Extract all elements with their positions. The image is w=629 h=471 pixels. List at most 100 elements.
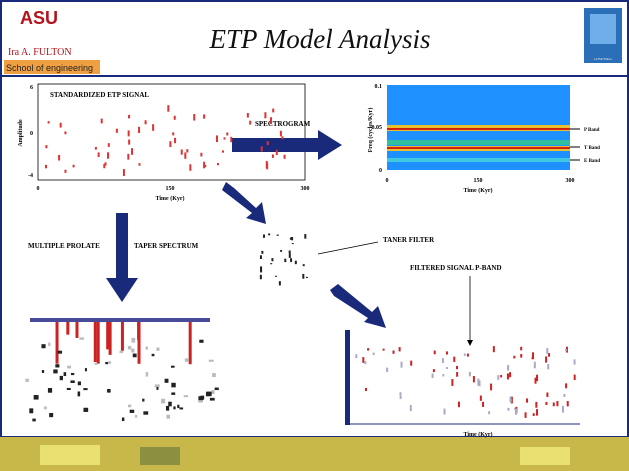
spectrum-line [189, 322, 192, 364]
signal-dot [383, 349, 385, 351]
spectrum-dot [146, 372, 148, 376]
spectrum-line [75, 322, 78, 338]
band [387, 128, 570, 130]
y-tick-label: -4 [28, 173, 33, 179]
spectrum-dot [200, 396, 204, 400]
spectrum-dot [146, 347, 148, 350]
spectrum-dot [48, 343, 50, 347]
filter-dot [260, 266, 262, 271]
spectrum-dot [34, 395, 39, 400]
filter-dot [277, 234, 279, 235]
filter-dot [291, 237, 293, 240]
signal-dot [536, 409, 538, 416]
signal-dot [272, 109, 274, 113]
filter-dot [306, 277, 308, 278]
spectrum-dot [152, 354, 155, 356]
spectrum-dot [122, 418, 124, 422]
signal-dot [442, 374, 444, 376]
spectrum-dot [29, 408, 33, 413]
spectrum-dot [83, 408, 88, 412]
spectrum-dot [42, 370, 44, 373]
signal-dot [567, 401, 569, 406]
signal-dot [60, 123, 62, 128]
signal-dot [399, 347, 401, 351]
spectrum-dot [211, 390, 214, 394]
signal-dot [497, 375, 499, 380]
signal-dot [128, 130, 130, 136]
badge: J-DSP Editor [594, 57, 613, 61]
spectrum-dot [135, 415, 137, 418]
signal-dot [515, 409, 517, 415]
filter-dot [275, 276, 277, 277]
badge-icon [590, 14, 616, 44]
signal-dot [261, 146, 263, 151]
y-tick-label: 0.05 [372, 125, 383, 131]
signal-dot [266, 161, 268, 168]
signal-dot [493, 346, 495, 352]
spectrum-dot [212, 373, 216, 377]
signal-dot [270, 117, 272, 124]
band-label: T Band [584, 146, 600, 151]
slide: ASU Ira A. FULTON School of engineering … [0, 0, 629, 471]
signal-dot [574, 375, 576, 380]
signal-dot [138, 163, 140, 166]
signal-dot [386, 368, 388, 372]
signal-dot [488, 411, 490, 414]
x-tick-label: 300 [301, 186, 310, 192]
y-label: Amplitude [18, 119, 24, 147]
spectrum-dot [78, 381, 81, 385]
signal-dot [105, 162, 107, 165]
signal-dot [128, 115, 130, 118]
spectrum-dot [60, 376, 63, 380]
signal-dot [510, 399, 512, 402]
spectrum-dot [199, 340, 203, 343]
signal-dot [272, 154, 274, 157]
spectrum-dot [143, 411, 148, 414]
signal-dot [200, 153, 202, 157]
spectrum-dot [168, 402, 171, 407]
spectrum-dot [44, 406, 47, 409]
signal-dot [367, 348, 369, 350]
spectrum-dot [25, 379, 28, 382]
spectrum-dot [58, 351, 63, 354]
band [387, 147, 570, 149]
spectrum-line [137, 322, 140, 340]
x-label: Time (Kyr) [155, 195, 184, 202]
signal-dot [401, 362, 403, 368]
filter-dot [303, 264, 305, 266]
signal-dot [434, 351, 436, 355]
signal-dot [442, 358, 444, 363]
signal-dot [276, 150, 278, 155]
signal-dot [400, 396, 402, 399]
spectrum-dot [128, 346, 131, 350]
signal-dot [355, 354, 357, 358]
filter-dot [260, 255, 262, 259]
spectrum-dot [132, 338, 136, 343]
y-tick-label: 0 [30, 131, 33, 137]
spectrum-line [56, 322, 59, 364]
signal-dot [520, 347, 522, 350]
filtered-label: FILTERED SIGNAL P-BAND [410, 264, 502, 272]
y-tick-label: 0 [379, 168, 382, 174]
signal-dot [480, 396, 482, 401]
spectrum-line [121, 322, 124, 351]
signal-dot [513, 356, 515, 359]
spectrum-dot [166, 415, 170, 419]
spectrum-dot [70, 380, 74, 383]
spectrum-dot [166, 406, 169, 411]
signal-dot [98, 152, 100, 157]
signal-dot [264, 112, 266, 118]
spectrum-dot [78, 391, 81, 396]
taper-label: MULTIPLE PROLATE [28, 242, 100, 250]
spectrum-dot [67, 366, 71, 369]
signal-dot [116, 129, 118, 133]
signal-dot [45, 165, 47, 168]
filter-dot [292, 243, 294, 244]
footer-deco [140, 447, 180, 465]
spectrum-dot [184, 395, 188, 397]
signal-dot [477, 379, 479, 386]
footer-deco [40, 445, 100, 465]
signal-dot [451, 379, 453, 386]
spectrum-dot [177, 405, 179, 408]
signal-dot [410, 361, 412, 366]
